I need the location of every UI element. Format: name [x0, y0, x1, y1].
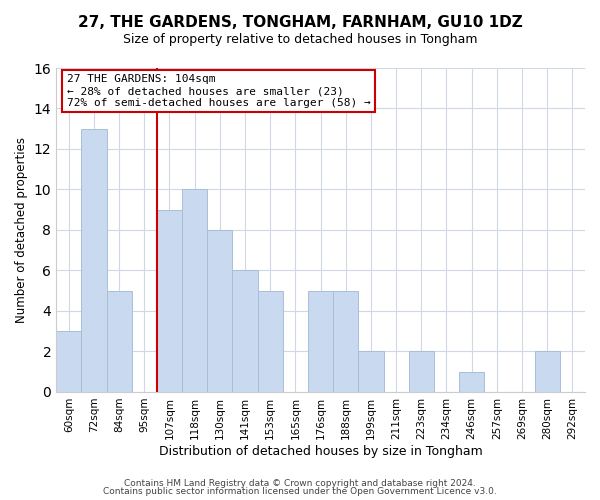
Text: Size of property relative to detached houses in Tongham: Size of property relative to detached ho…: [123, 32, 477, 46]
Text: 27, THE GARDENS, TONGHAM, FARNHAM, GU10 1DZ: 27, THE GARDENS, TONGHAM, FARNHAM, GU10 …: [77, 15, 523, 30]
Bar: [107, 290, 132, 392]
Bar: [157, 210, 182, 392]
Text: 27 THE GARDENS: 104sqm
← 28% of detached houses are smaller (23)
72% of semi-det: 27 THE GARDENS: 104sqm ← 28% of detached…: [67, 74, 370, 108]
Bar: [182, 190, 207, 392]
Bar: [535, 352, 560, 392]
Bar: [308, 290, 333, 392]
Text: Contains public sector information licensed under the Open Government Licence v3: Contains public sector information licen…: [103, 487, 497, 496]
Bar: [207, 230, 232, 392]
Bar: [232, 270, 257, 392]
Bar: [409, 352, 434, 392]
Bar: [257, 290, 283, 392]
Bar: [358, 352, 383, 392]
Bar: [459, 372, 484, 392]
X-axis label: Distribution of detached houses by size in Tongham: Distribution of detached houses by size …: [159, 444, 482, 458]
Bar: [333, 290, 358, 392]
Y-axis label: Number of detached properties: Number of detached properties: [15, 137, 28, 323]
Bar: [82, 128, 107, 392]
Bar: [56, 331, 82, 392]
Text: Contains HM Land Registry data © Crown copyright and database right 2024.: Contains HM Land Registry data © Crown c…: [124, 478, 476, 488]
